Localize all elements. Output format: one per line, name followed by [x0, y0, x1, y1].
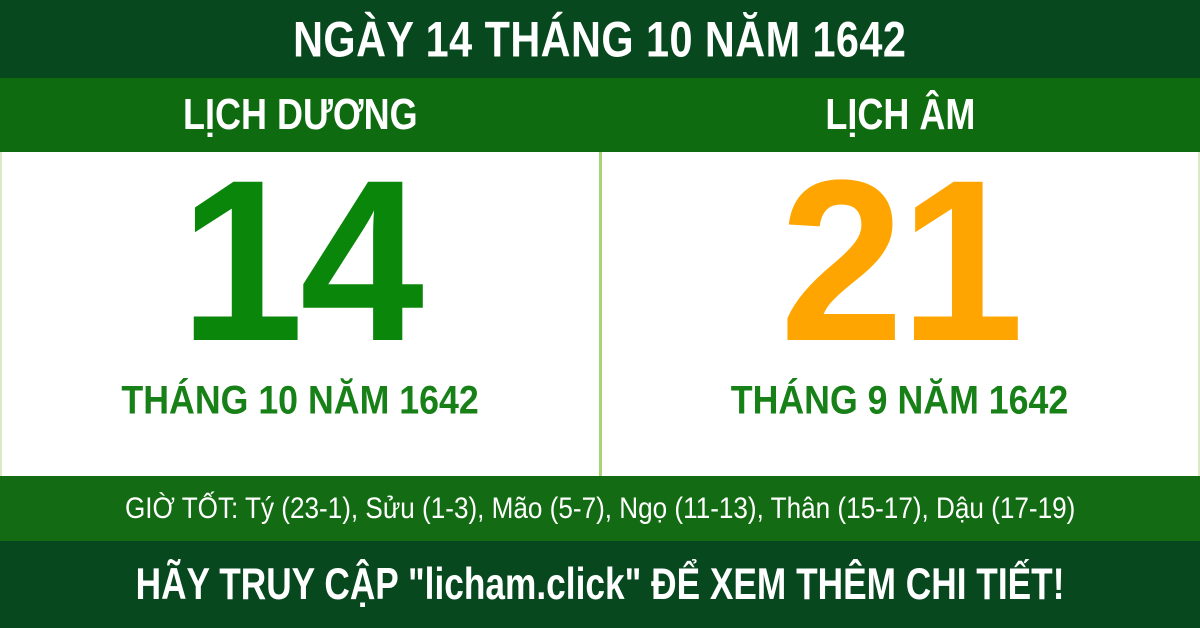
footer-cta-text: HÃY TRUY CẬP "licham.click" ĐỂ XEM THÊM …	[135, 559, 1065, 609]
solar-calendar-header: LỊCH DƯƠNG	[0, 78, 600, 152]
calendar-type-row: LỊCH DƯƠNG LỊCH ÂM	[0, 78, 1200, 152]
lunar-month-year: THÁNG 9 NĂM 1642	[731, 378, 1069, 423]
good-hours-text: GIỜ TỐT: Tý (23-1), Sửu (1-3), Mão (5-7)…	[124, 491, 1076, 525]
header-banner: NGÀY 14 THÁNG 10 NĂM 1642	[0, 0, 1200, 78]
lunar-calendar-header: LỊCH ÂM	[600, 78, 1200, 152]
footer-banner: HÃY TRUY CẬP "licham.click" ĐỂ XEM THÊM …	[0, 541, 1200, 628]
solar-day-number: 14	[180, 132, 424, 389]
vertical-divider	[598, 152, 602, 476]
good-hours-row: GIỜ TỐT: Tý (23-1), Sửu (1-3), Mão (5-7)…	[0, 476, 1200, 541]
calendar-panels: 14 THÁNG 10 NĂM 1642 21 THÁNG 9 NĂM 1642	[0, 132, 1200, 476]
lunar-day-panel: 21 THÁNG 9 NĂM 1642	[602, 132, 1199, 476]
lunar-calendar-label: LỊCH ÂM	[825, 90, 975, 139]
solar-calendar-label: LỊCH DƯƠNG	[182, 90, 418, 139]
solar-day-panel: 14 THÁNG 10 NĂM 1642	[2, 132, 599, 476]
solar-month-year: THÁNG 10 NĂM 1642	[121, 378, 479, 423]
page-title: NGÀY 14 THÁNG 10 NĂM 1642	[293, 10, 907, 68]
lunar-day-number: 21	[779, 132, 1024, 389]
